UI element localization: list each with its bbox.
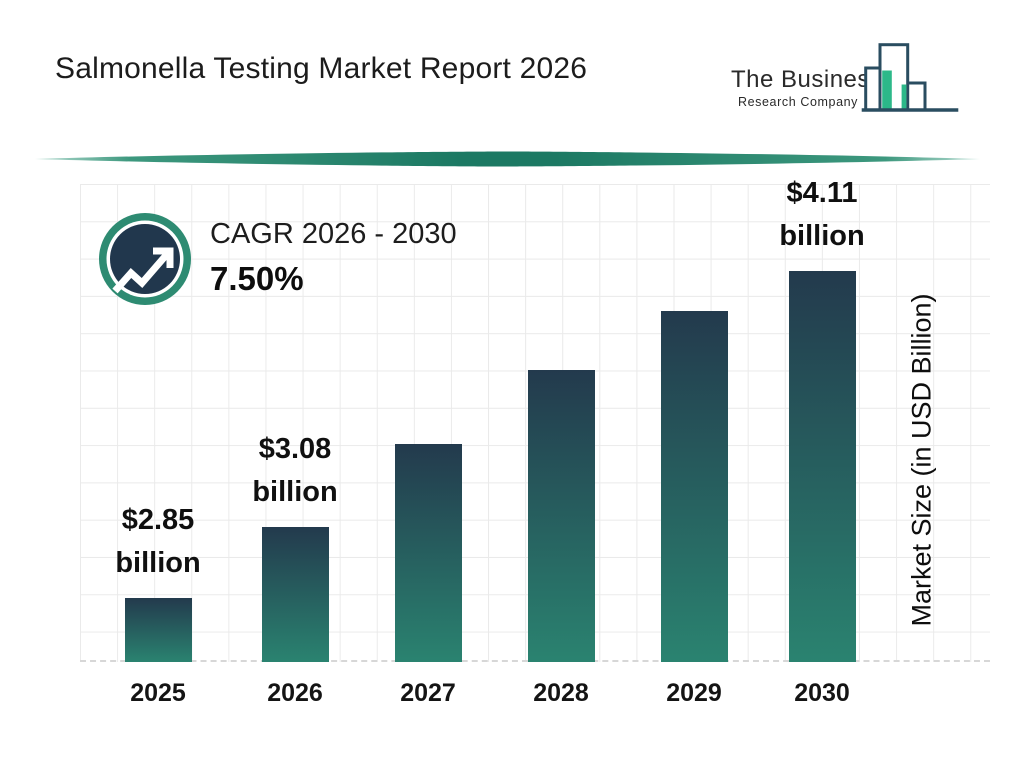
x-axis-label-2026: 2026 — [267, 679, 323, 707]
divider-swoosh — [35, 151, 980, 167]
bar-2027 — [394, 444, 462, 662]
page-title: Salmonella Testing Market Report 2026 — [55, 52, 588, 85]
logo: The Business Research Company — [731, 66, 883, 109]
logo-company-subtitle: Research Company — [737, 95, 859, 109]
value-label-2030: $4.11 billion — [779, 177, 865, 252]
bar-2026 — [261, 527, 329, 662]
x-axis-label-2025: 2025 — [130, 679, 186, 707]
x-axis-label-2029: 2029 — [666, 679, 722, 707]
bar-2030 — [788, 271, 856, 662]
logo-company-name: The Business — [731, 66, 883, 93]
bar-2028 — [527, 370, 595, 662]
x-axis-label-2027: 2027 — [400, 679, 456, 707]
cagr-period-label: CAGR 2026 - 2030 — [210, 218, 457, 250]
x-axis-label-2028: 2028 — [533, 679, 589, 707]
cagr-trend-icon — [99, 213, 191, 305]
bar-2025 — [124, 598, 192, 662]
y-axis-label: Market Size (in USD Billion) — [906, 293, 937, 627]
bar-2029 — [660, 311, 728, 662]
value-label-2026: $3.08 billion — [252, 433, 338, 508]
x-axis-label-2030: 2030 — [794, 679, 850, 707]
cagr-value: 7.50% — [210, 260, 304, 297]
logo-bar-chart-icon — [861, 43, 959, 112]
value-label-2025: $2.85 billion — [115, 504, 201, 579]
